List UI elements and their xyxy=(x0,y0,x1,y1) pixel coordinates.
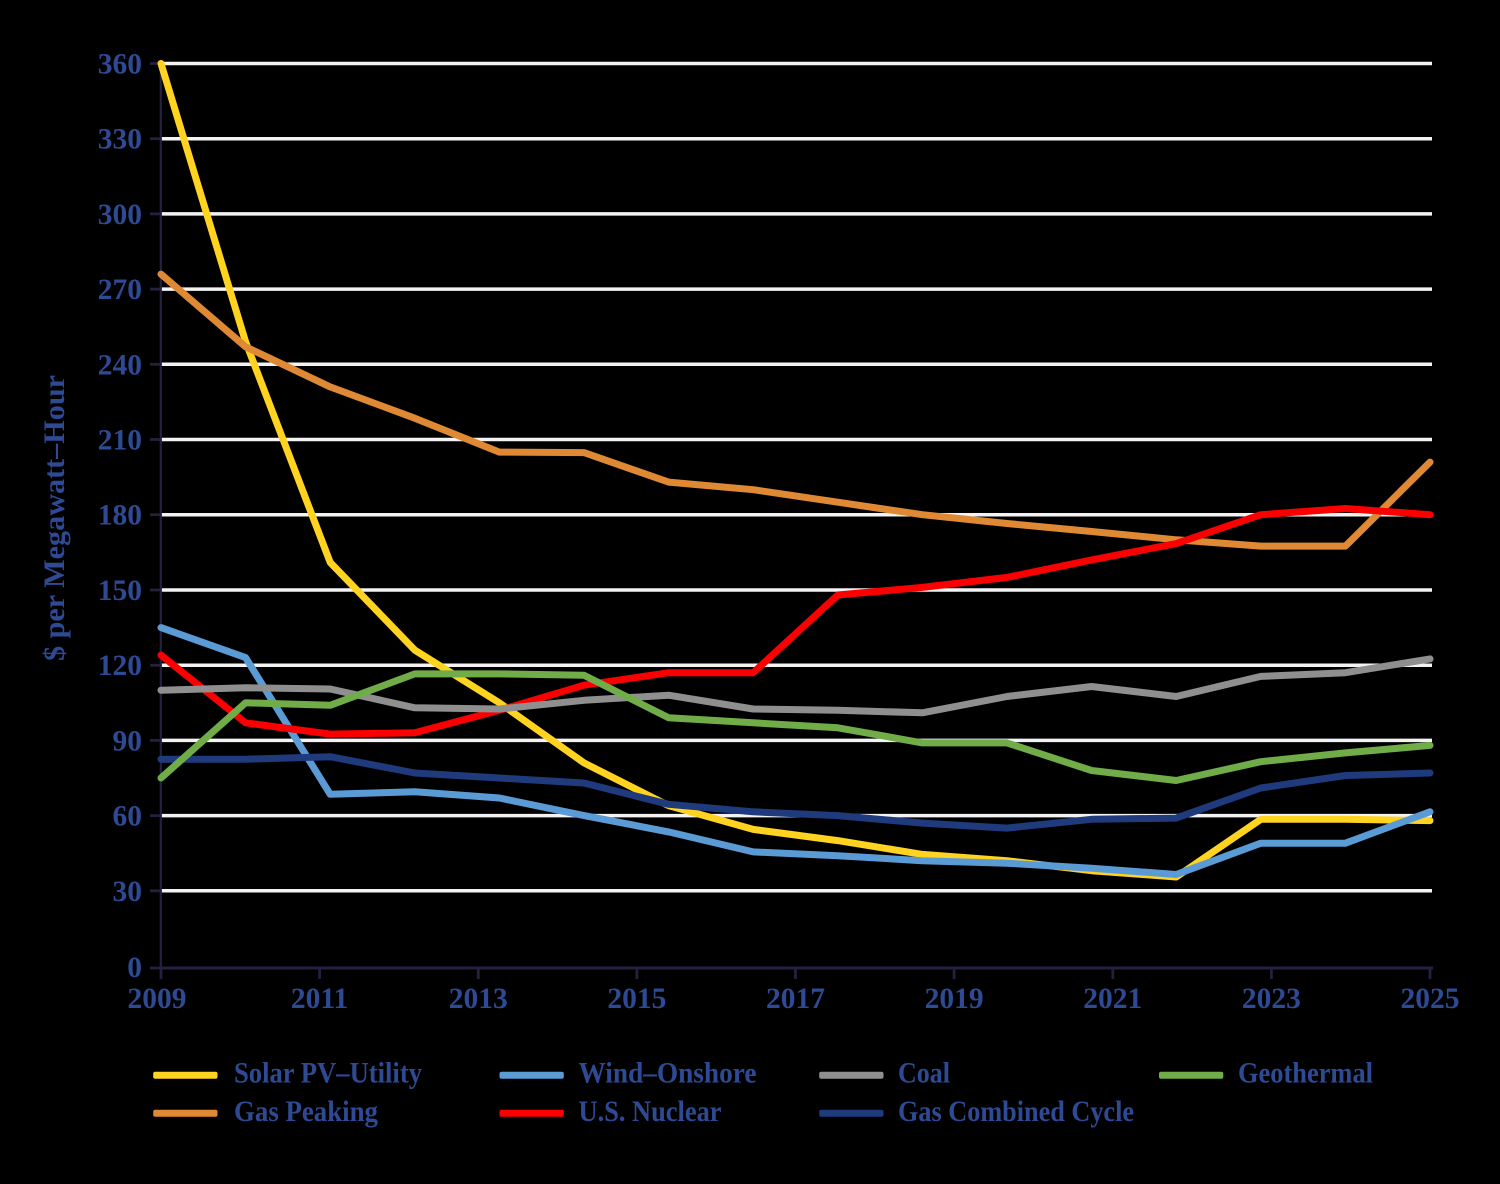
svg-text:60: 60 xyxy=(113,801,143,833)
svg-text:2011: 2011 xyxy=(291,983,348,1015)
svg-text:2023: 2023 xyxy=(1242,983,1301,1015)
svg-text:2009: 2009 xyxy=(128,983,187,1015)
svg-text:330: 330 xyxy=(98,124,142,156)
svg-text:300: 300 xyxy=(98,199,142,231)
svg-text:Coal: Coal xyxy=(898,1058,950,1090)
svg-text:Geothermal: Geothermal xyxy=(1238,1058,1373,1090)
svg-text:2025: 2025 xyxy=(1401,983,1460,1015)
svg-text:Gas Peaking: Gas Peaking xyxy=(234,1096,378,1128)
svg-text:Wind–Onshore: Wind–Onshore xyxy=(579,1058,757,1090)
svg-text:90: 90 xyxy=(113,725,143,757)
svg-text:$ per Megawatt–Hour: $ per Megawatt–Hour xyxy=(39,375,71,661)
svg-text:Gas Combined Cycle: Gas Combined Cycle xyxy=(898,1096,1134,1128)
svg-text:210: 210 xyxy=(98,425,142,457)
svg-text:30: 30 xyxy=(113,876,143,908)
svg-text:120: 120 xyxy=(98,650,142,682)
svg-text:Solar PV–Utility: Solar PV–Utility xyxy=(234,1058,422,1090)
svg-text:360: 360 xyxy=(98,49,142,81)
svg-text:2015: 2015 xyxy=(607,983,666,1015)
svg-text:0: 0 xyxy=(127,952,142,984)
svg-text:2017: 2017 xyxy=(766,983,825,1015)
svg-text:150: 150 xyxy=(98,575,142,607)
svg-text:U.S. Nuclear: U.S. Nuclear xyxy=(579,1096,722,1128)
svg-text:2019: 2019 xyxy=(925,983,984,1015)
svg-text:2021: 2021 xyxy=(1083,983,1142,1015)
svg-text:2013: 2013 xyxy=(449,983,508,1015)
svg-text:270: 270 xyxy=(98,274,142,306)
svg-text:180: 180 xyxy=(98,500,142,532)
svg-text:240: 240 xyxy=(98,349,142,381)
